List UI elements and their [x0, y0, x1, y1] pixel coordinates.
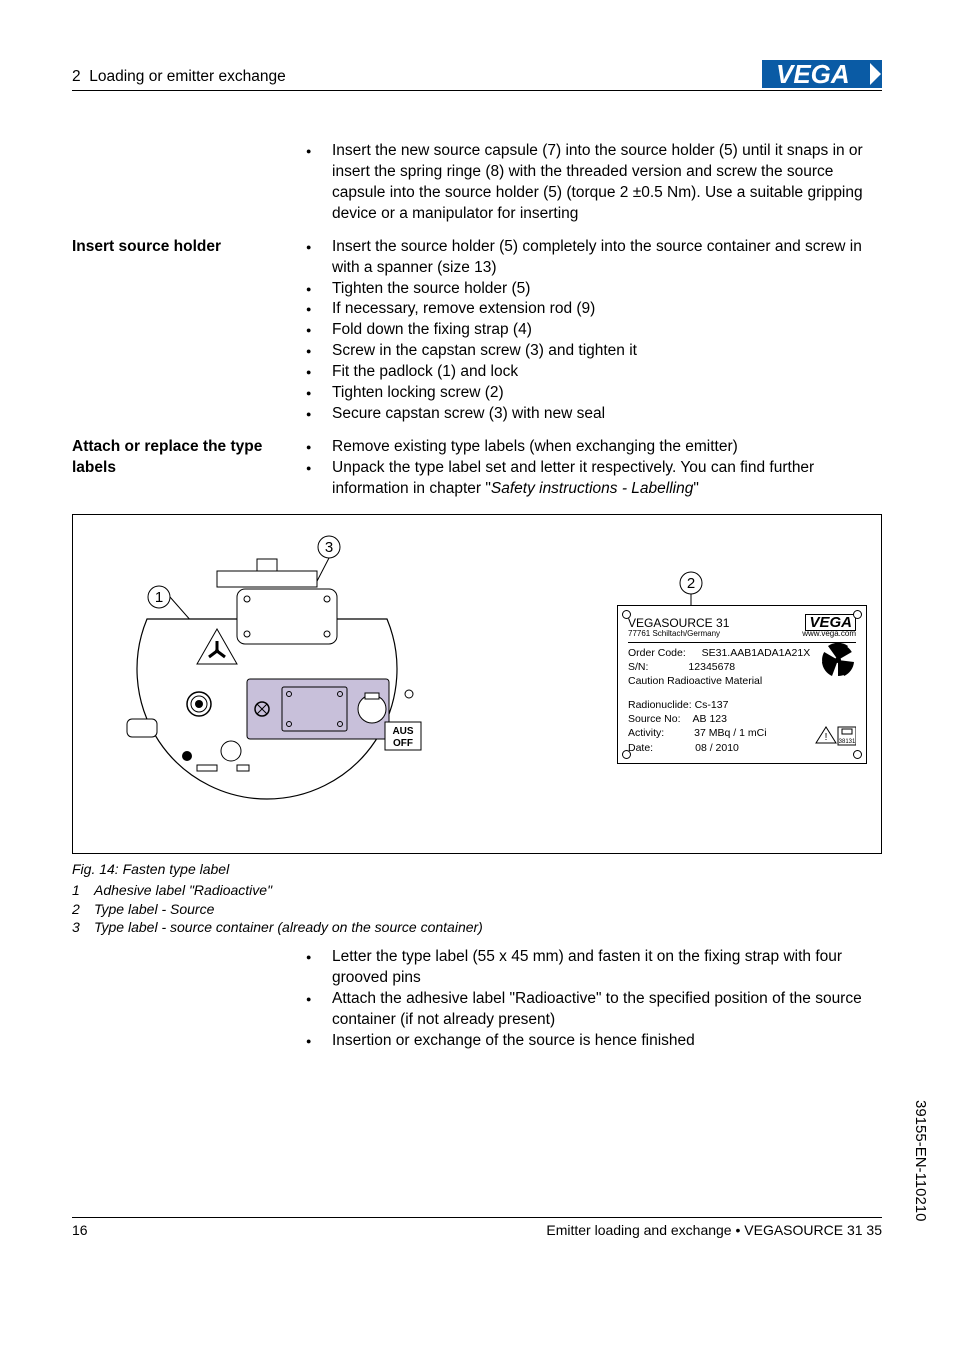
- bullet-text-part2: ": [693, 480, 699, 497]
- doc-id: 39155-EN-110210: [910, 1100, 930, 1221]
- insert-holder-bullets: Insert the source holder (5) completely …: [292, 237, 882, 425]
- aus-label: AUS: [392, 726, 413, 737]
- page-header: 2 Loading or emitter exchange VEGA: [72, 60, 882, 91]
- bullet-item: Unpack the type label set and letter it …: [292, 458, 882, 500]
- attach-labels-section: Attach or replace the type labels Remove…: [72, 437, 882, 500]
- callout-3: 3: [325, 539, 333, 556]
- svg-text:!: !: [825, 732, 828, 743]
- tp-sn-v: 12345678: [688, 660, 735, 674]
- legend-num: 1: [72, 881, 94, 900]
- tp-sn-k: S/N:: [628, 660, 648, 674]
- bullet-item: Secure capstan screw (3) with new seal: [292, 404, 882, 425]
- tp-date-v: 08 / 2010: [695, 741, 739, 755]
- tp-act-v: 37 MBq / 1 mCi: [694, 726, 766, 740]
- legend-text: Type label - source container (already o…: [94, 919, 483, 935]
- tp-rn-v: Cs-137: [695, 698, 729, 712]
- tp-rn-k: Radionuclide:: [628, 698, 692, 712]
- device-schematic: 3 1 AUS OFF: [87, 529, 447, 839]
- insert-holder-section: Insert source holder Insert the source h…: [72, 237, 882, 425]
- tp-ordercode-v: SE31.AAB1ADA1A21X: [702, 646, 811, 660]
- bullet-item: Remove existing type labels (when exchan…: [292, 437, 882, 458]
- figure-14: 3 1 AUS OFF: [72, 514, 882, 854]
- bullet-item: Insert the source holder (5) completely …: [292, 237, 882, 279]
- intro-bullets: Insert the new source capsule (7) into t…: [292, 141, 882, 225]
- doc-title: Emitter loading and exchange • VEGASOURC…: [546, 1221, 882, 1240]
- bullet-item: Fold down the fixing strap (4): [292, 320, 882, 341]
- bullet-item: Insert the new source capsule (7) into t…: [292, 141, 882, 225]
- callout-2: 2: [687, 575, 695, 592]
- italic-ref: Safety instructions - Labelling: [491, 480, 693, 497]
- bullet-item: Fit the padlock (1) and lock: [292, 362, 882, 383]
- legend-num: 2: [72, 900, 94, 919]
- tp-date-k: Date:: [628, 741, 653, 755]
- figure-legend: 1Adhesive label "Radioactive" 2Type labe…: [72, 881, 882, 938]
- vega-logo: VEGA: [762, 60, 882, 88]
- tp-addr: 77761 Schiltach/Germany: [628, 629, 720, 640]
- figure-caption: Fig. 14: Fasten type label: [72, 860, 882, 879]
- insert-holder-label: Insert source holder: [72, 237, 292, 425]
- bullet-item: Attach the adhesive label "Radioactive" …: [292, 989, 882, 1031]
- bullet-item: Tighten locking screw (2): [292, 383, 882, 404]
- attach-labels-label: Attach or replace the type labels: [72, 437, 292, 500]
- legend-text: Type label - Source: [94, 901, 214, 917]
- header-title: 2 Loading or emitter exchange: [72, 67, 286, 88]
- legend-text: Adhesive label "Radioactive": [94, 882, 272, 898]
- intro-section: Insert the new source capsule (7) into t…: [72, 141, 882, 225]
- callout-1: 1: [155, 589, 163, 606]
- legend-num: 3: [72, 918, 94, 937]
- bullet-item: Screw in the capstan screw (3) and tight…: [292, 341, 882, 362]
- cert-num: 38131: [839, 739, 856, 745]
- logo-text: VEGA: [776, 60, 850, 88]
- off-label: OFF: [393, 738, 413, 749]
- tp-ordercode-k: Order Code:: [628, 646, 686, 660]
- attach-labels-bullets: Remove existing type labels (when exchan…: [292, 437, 882, 500]
- section-title: Loading or emitter exchange: [89, 68, 285, 85]
- tp-act-k: Activity:: [628, 726, 664, 740]
- tp-web: www.vega.com: [802, 629, 856, 640]
- trefoil-icon: [820, 642, 856, 678]
- cert-box: ! 38131: [808, 725, 856, 753]
- bullet-item: Letter the type label (55 x 45 mm) and f…: [292, 947, 882, 989]
- type-plate: VEGASOURCE 31 VEGA 77761 Schiltach/Germa…: [617, 605, 867, 764]
- page-footer: 16 Emitter loading and exchange • VEGASO…: [72, 1217, 882, 1240]
- bullet-item: Insertion or exchange of the source is h…: [292, 1031, 882, 1052]
- page-number: 16: [72, 1221, 88, 1240]
- bullet-item: Tighten the source holder (5): [292, 279, 882, 300]
- tp-srcno-k: Source No:: [628, 712, 681, 726]
- tp-srcno-v: AB 123: [693, 712, 727, 726]
- after-figure-section: Letter the type label (55 x 45 mm) and f…: [72, 947, 882, 1052]
- bullet-item: If necessary, remove extension rod (9): [292, 299, 882, 320]
- section-number: 2: [72, 68, 81, 85]
- after-bullets: Letter the type label (55 x 45 mm) and f…: [292, 947, 882, 1052]
